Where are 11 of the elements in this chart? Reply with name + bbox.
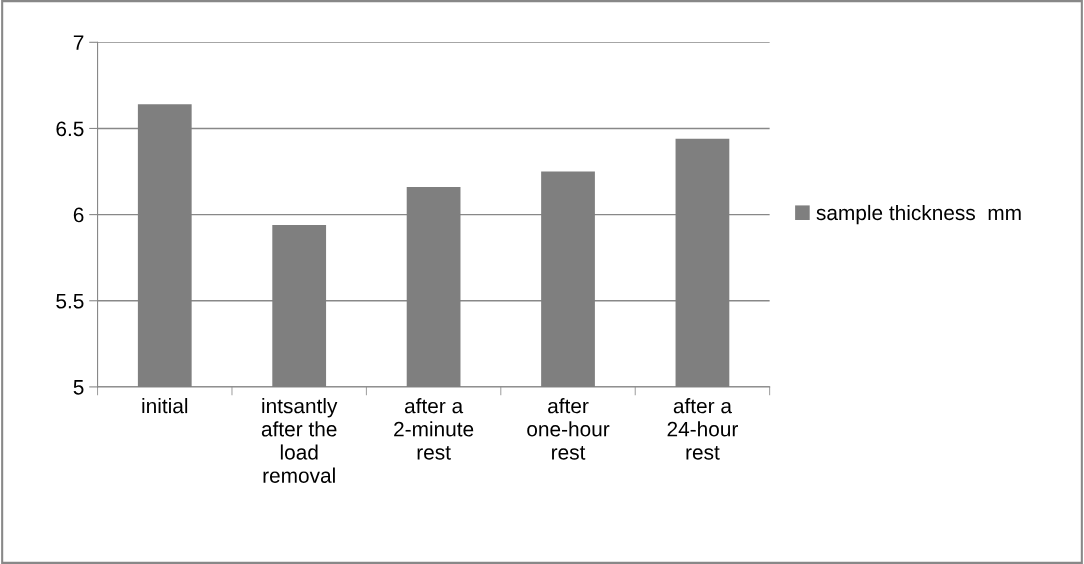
y-tick-label: 6 bbox=[73, 207, 84, 223]
y-tick-label: 5 bbox=[73, 380, 84, 395]
x-tick-label: after one-hour rest bbox=[527, 398, 610, 460]
x-tick-label: intsantly after the load removal bbox=[261, 398, 338, 483]
x-tick-label: after a 2-minute rest bbox=[394, 398, 474, 460]
x-tick-label: after a 24-hour rest bbox=[667, 398, 738, 460]
y-tick-label: 5.5 bbox=[56, 293, 84, 309]
x-tick-label: initial bbox=[142, 398, 188, 414]
y-tick-label: 7 bbox=[73, 35, 84, 50]
y-tick-label: 6.5 bbox=[56, 121, 84, 137]
legend-label: sample thickness mm bbox=[816, 204, 1021, 225]
